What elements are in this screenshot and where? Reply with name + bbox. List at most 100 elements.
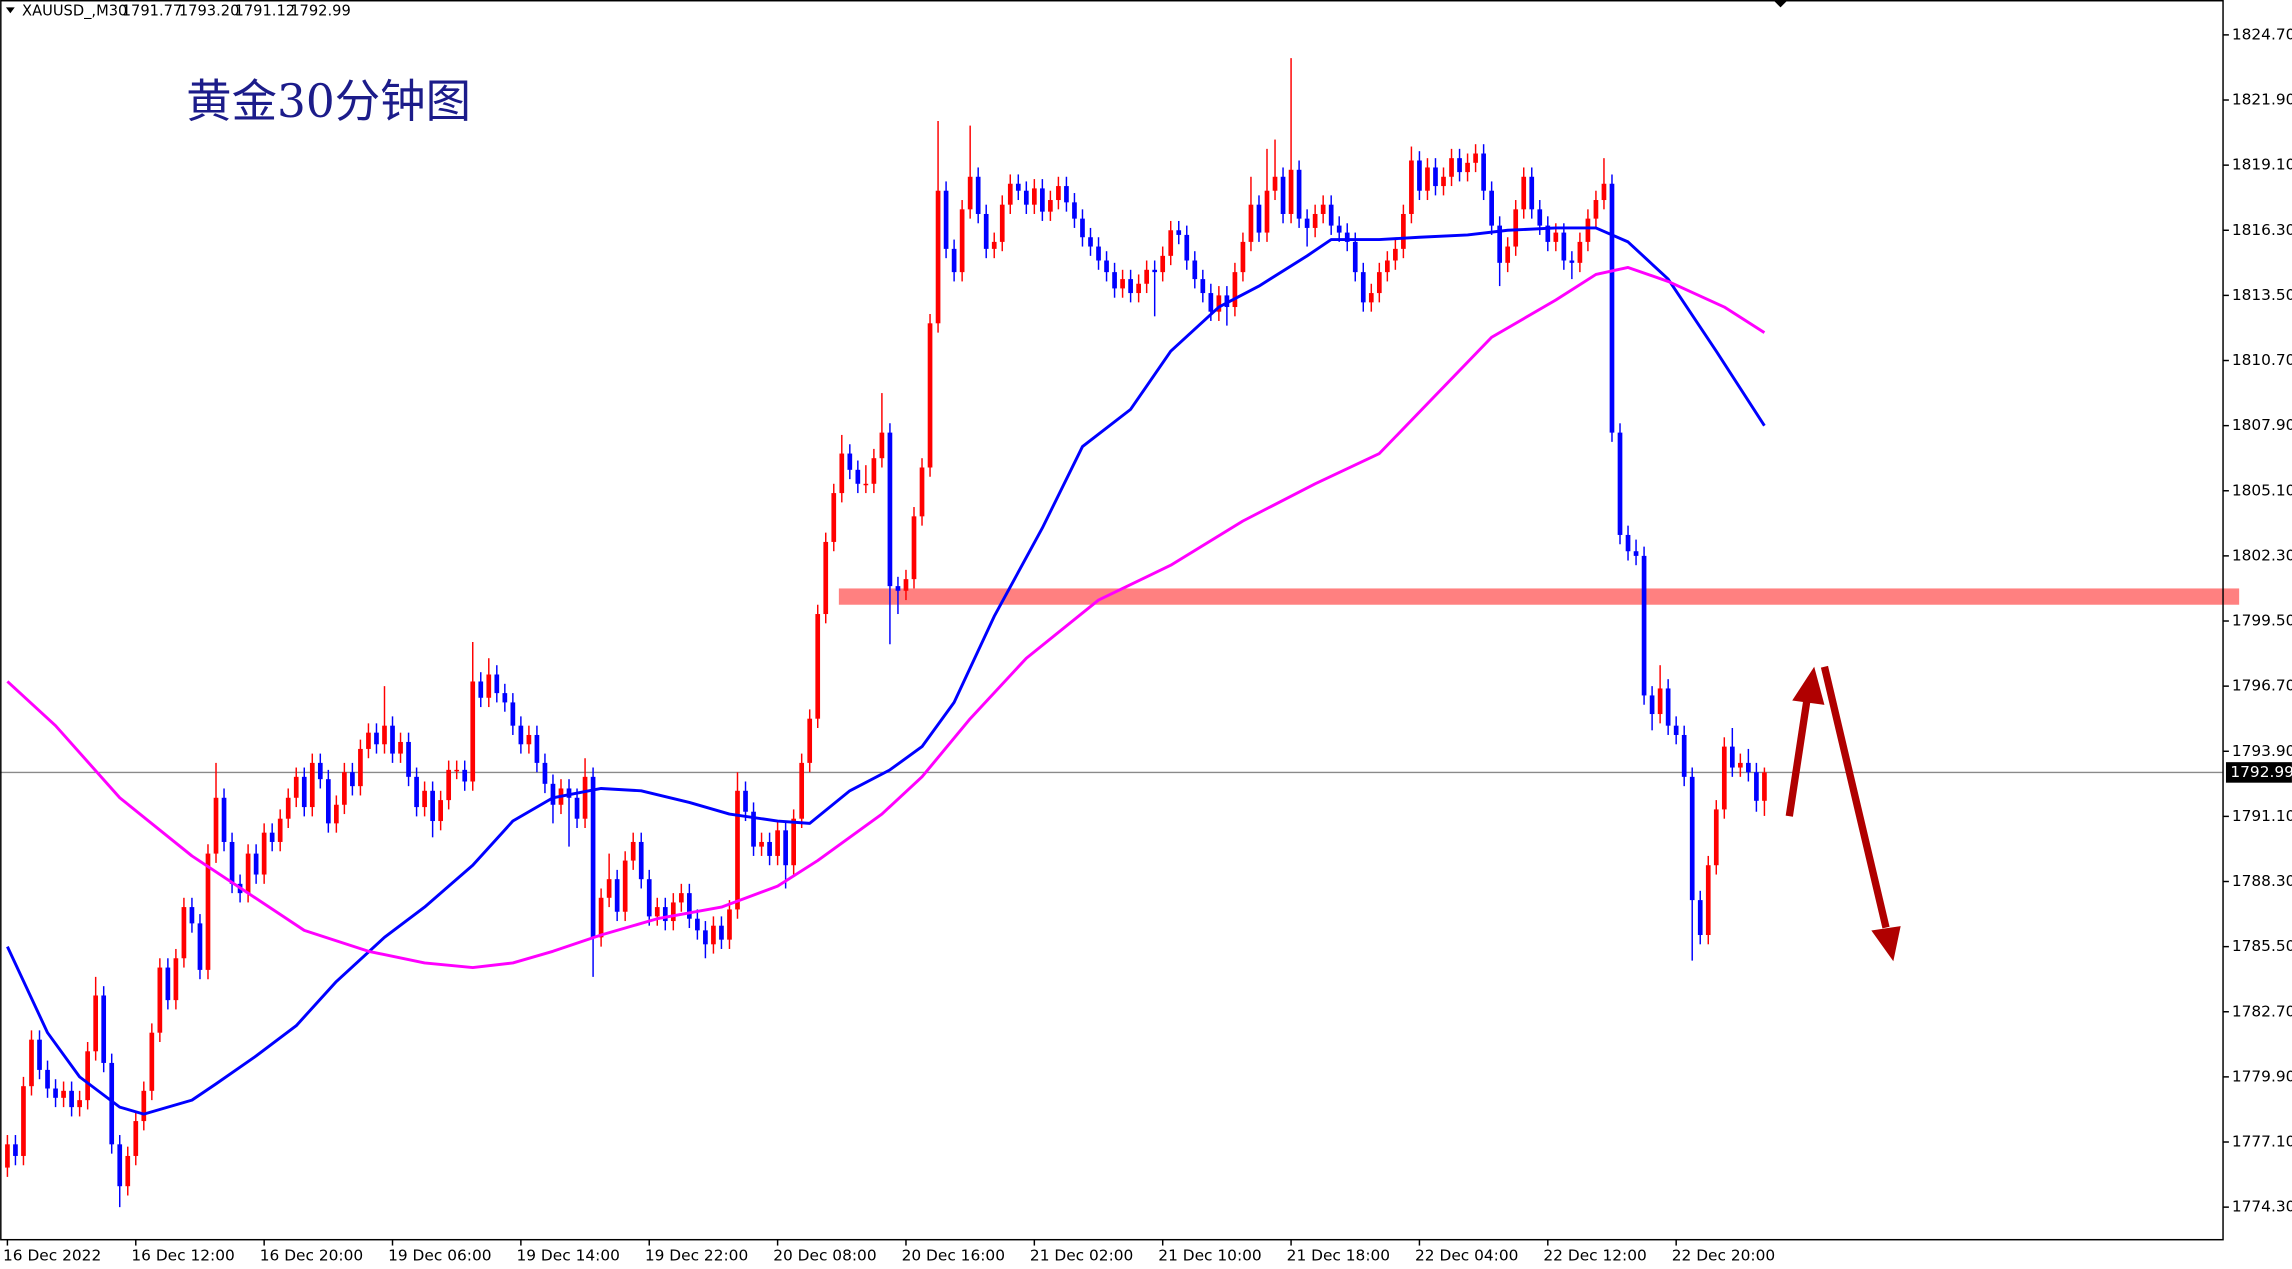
candle-body: [1393, 248, 1398, 261]
candle-body: [414, 776, 419, 808]
candle-body: [213, 797, 219, 854]
y-tick-label: 1793.90: [2232, 742, 2292, 760]
candle-body: [1288, 169, 1294, 214]
candle-body: [358, 748, 363, 787]
y-tick-label: 1813.50: [2232, 286, 2292, 304]
candle-body: [895, 586, 901, 591]
candle-body: [261, 832, 267, 875]
candle-body: [1481, 153, 1486, 191]
candle-body: [1296, 169, 1302, 219]
candle-body: [1184, 234, 1190, 261]
candle-body: [1625, 534, 1631, 552]
candle-body: [919, 467, 925, 517]
candle-body: [1473, 153, 1478, 163]
candle-body: [1240, 241, 1246, 273]
candle-body: [1384, 260, 1390, 273]
y-tick-label: 1802.30: [2232, 546, 2292, 564]
quote-high: 1793.20: [179, 3, 240, 20]
candle-body: [1537, 209, 1543, 226]
shift-marker: [1773, 0, 1788, 8]
candle-body: [1336, 225, 1342, 233]
candle-body: [301, 776, 307, 808]
candle-body: [309, 762, 315, 808]
candle-body: [823, 541, 829, 615]
candle-body: [719, 925, 724, 940]
candle-body: [751, 811, 756, 847]
candle-body: [534, 734, 540, 763]
candle-body: [1513, 209, 1519, 247]
candle-body: [1657, 688, 1663, 715]
candle-body: [85, 1051, 90, 1101]
candle-body: [1352, 241, 1358, 273]
candle-body: [1376, 272, 1382, 294]
candle-body: [943, 190, 949, 249]
x-tick-label: 20 Dec 16:00: [902, 1246, 1005, 1264]
candle-body: [783, 830, 788, 866]
x-tick-label: 20 Dec 08:00: [773, 1246, 876, 1264]
candle-body: [1208, 293, 1214, 312]
candle-body: [1264, 190, 1270, 233]
candle-body: [462, 769, 468, 782]
candle-body: [767, 841, 772, 856]
candle-body: [759, 841, 764, 847]
candle-body: [1312, 213, 1318, 228]
candle-body: [1561, 232, 1567, 261]
candle-body: [1031, 188, 1037, 205]
arrow-shaft: [1820, 665, 1890, 929]
candle-body: [1641, 555, 1647, 696]
y-tick-label: 1774.30: [2232, 1198, 2292, 1216]
candle-body: [1489, 190, 1494, 226]
candle-body: [1344, 232, 1350, 242]
candle-body: [1713, 809, 1719, 866]
candle-body: [1729, 746, 1735, 768]
candle-body: [839, 453, 845, 494]
header-marker: [5, 7, 15, 14]
candle-body: [1553, 232, 1559, 242]
candle-body: [1665, 688, 1671, 726]
candle-body: [350, 772, 355, 787]
candle-body: [141, 1090, 147, 1122]
candle-body: [1256, 204, 1262, 233]
candle-body: [1521, 176, 1527, 210]
candle-body: [470, 681, 476, 782]
x-tick-label: 22 Dec 20:00: [1672, 1246, 1775, 1264]
candle-body: [317, 762, 323, 780]
candle-body: [1096, 246, 1101, 261]
candle-body: [1056, 186, 1061, 201]
candle-body: [574, 797, 580, 819]
candle-body: [630, 841, 636, 861]
candle-body: [1080, 218, 1085, 238]
candle-body: [277, 818, 283, 842]
candle-body: [293, 776, 299, 798]
candle-body: [422, 790, 427, 808]
candle-body: [743, 790, 748, 812]
candle-body: [1128, 279, 1133, 294]
x-tick-label: 21 Dec 10:00: [1158, 1246, 1261, 1264]
candle-body: [478, 681, 484, 698]
candle-body: [325, 779, 331, 824]
candle-body: [13, 1144, 18, 1156]
candle-body: [1689, 776, 1695, 901]
candle-body: [1048, 200, 1053, 212]
candle-body: [61, 1090, 66, 1098]
candle-body: [983, 213, 989, 249]
candle-body: [879, 432, 885, 459]
y-tick-label: 1824.70: [2232, 25, 2292, 43]
candle-body: [863, 483, 869, 486]
candle-body: [1104, 260, 1109, 273]
candle-body: [542, 762, 548, 784]
up-arrow: [1785, 666, 1825, 817]
quote-low: 1791.12: [235, 3, 296, 20]
arrow-head: [1792, 666, 1825, 705]
candle-body: [1015, 183, 1021, 191]
candle-body: [1072, 202, 1077, 219]
candle-body: [550, 783, 556, 805]
candle-body: [37, 1039, 42, 1070]
candle-body: [5, 1144, 10, 1168]
candle-body: [1569, 260, 1575, 263]
candle-body: [1136, 283, 1141, 294]
candle-body: [975, 176, 981, 214]
candle-body: [711, 925, 716, 945]
y-tick-label: 1788.30: [2232, 872, 2292, 890]
candle-body: [1320, 204, 1326, 214]
